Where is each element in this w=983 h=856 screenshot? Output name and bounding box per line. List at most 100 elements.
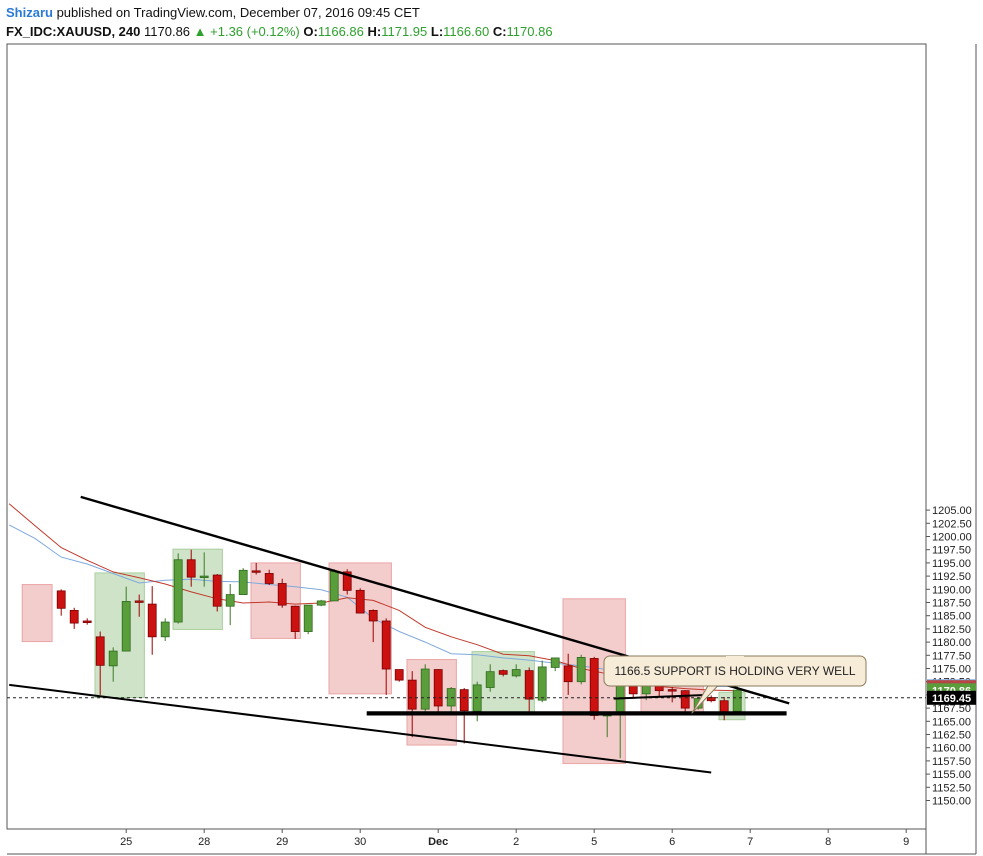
flag-bottom-trendline: [613, 693, 709, 700]
price-tick-label: 1185.00: [932, 611, 971, 623]
author-link[interactable]: Shizaru: [6, 5, 53, 20]
bearish-candle: [407, 679, 417, 710]
bullish-candle: [446, 688, 456, 707]
bearish-candle: [524, 670, 534, 700]
bullish-zone: [94, 572, 145, 699]
price-tick-label: 1182.50: [932, 624, 971, 636]
price-tick-label: 1152.50: [932, 782, 971, 794]
price-label-badge: [927, 690, 976, 705]
bearish-candle: [277, 583, 287, 606]
bearish-candle: [147, 603, 157, 638]
bullish-candle: [732, 689, 742, 712]
price-tick-label: 1195.00: [932, 558, 971, 570]
price-tick-label: 1160.00: [932, 743, 971, 755]
bearish-candle: [680, 690, 690, 709]
plot-frame: [6, 43, 927, 830]
plot-area: 1166.5 SUPPORT IS HOLDING VERY WELL: [7, 495, 926, 774]
time-tick-label: 2: [513, 836, 519, 848]
lower-trendline: [9, 683, 712, 774]
bearish-candle: [95, 636, 105, 666]
low-label: L:: [430, 24, 444, 39]
price-label-text: 1169.45: [932, 693, 971, 705]
bullish-candle: [160, 621, 170, 638]
price-tick-label: 1162.50: [932, 730, 971, 742]
low-value: 1166.60: [443, 24, 490, 39]
time-tick-label: Dec: [428, 836, 448, 848]
publish-line: Shizaru published on TradingView.com, De…: [6, 3, 966, 22]
bearish-zone: [250, 562, 301, 639]
time-tick-label: 6: [669, 836, 675, 848]
bearish-candle: [264, 573, 274, 584]
bearish-candle: [69, 610, 79, 624]
bullish-candle: [199, 575, 209, 578]
publish-text: published on TradingView.com, December 0…: [52, 5, 420, 20]
price-tick-label: 1157.50: [932, 756, 971, 768]
bullish-candle: [537, 666, 547, 701]
last-price: 1170.86: [144, 24, 191, 39]
bullish-candle: [420, 668, 430, 710]
bearish-candle: [56, 590, 66, 609]
price-tick-label: 1205.00: [932, 505, 972, 517]
bearish-candle: [251, 570, 261, 573]
annotation-text: 1166.5 SUPPORT IS HOLDING VERY WELL: [615, 664, 856, 678]
bullish-candle: [511, 669, 521, 677]
bearish-candle: [589, 658, 599, 716]
open-label: O:: [303, 24, 318, 39]
bearish-candle: [342, 571, 352, 591]
bearish-candle: [459, 689, 469, 712]
time-tick-label: 25: [120, 836, 132, 848]
price-tick-label: 1200.00: [932, 532, 972, 544]
time-tick-label: 28: [198, 836, 210, 848]
price-tick-label: 1177.50: [932, 650, 971, 662]
price-tick-label: 1202.50: [932, 518, 972, 530]
symbol-label: FX_IDC:XAUUSD, 240: [6, 24, 141, 39]
bearish-candle: [394, 669, 404, 681]
bullish-candle: [225, 594, 235, 607]
bearish-candle: [212, 574, 222, 607]
bearish-candle: [667, 689, 677, 692]
bearish-candle: [82, 620, 92, 623]
close-value: 1170.86: [506, 24, 553, 39]
bearish-candle: [719, 700, 729, 714]
price-tick-label: 1197.50: [932, 545, 971, 557]
price-tick-label: 1165.00: [932, 716, 971, 728]
bullish-candle: [550, 657, 560, 668]
price-change: ▲ +1.36 (+0.12%): [193, 24, 300, 39]
bullish-candle: [108, 650, 118, 667]
bullish-candle: [316, 600, 326, 606]
high-label: H:: [367, 24, 382, 39]
bullish-candle: [329, 570, 339, 602]
price-tick-label: 1190.00: [932, 584, 971, 596]
bearish-candle: [563, 665, 573, 683]
price-tick-label: 1155.00: [932, 769, 971, 781]
price-tick-label: 1175.00: [932, 664, 971, 676]
time-tick-label: 5: [591, 836, 597, 848]
time-tick-label: 29: [276, 836, 288, 848]
time-tick-label: 9: [903, 836, 909, 848]
price-tick-label: 1180.00: [932, 637, 971, 649]
chart-header: Shizaru published on TradingView.com, De…: [6, 3, 966, 41]
bullish-candle: [576, 657, 586, 683]
bullish-candle: [173, 559, 183, 623]
bearish-candle: [186, 559, 196, 578]
time-tick-label: 30: [354, 836, 366, 848]
bullish-zone: [471, 651, 535, 714]
bullish-candle: [121, 601, 131, 652]
bearish-candle: [134, 600, 144, 603]
bullish-candle: [485, 671, 495, 688]
bullish-candle: [238, 569, 248, 595]
bearish-candle: [368, 610, 378, 622]
bearish-candle: [381, 620, 391, 670]
high-value: 1171.95: [381, 24, 428, 39]
time-tick-label: 7: [747, 836, 753, 848]
close-label: C:: [492, 24, 507, 39]
bearish-candle: [355, 589, 365, 614]
bearish-candle: [290, 605, 300, 632]
price-tick-label: 1187.50: [932, 598, 971, 610]
time-tick-label: 8: [825, 836, 831, 848]
price-tick-label: 1150.00: [932, 796, 971, 808]
price-tick-label: 1192.50: [932, 571, 971, 583]
bearish-zone: [21, 584, 53, 643]
ohlc-line: FX_IDC:XAUUSD, 240 1170.86 ▲ +1.36 (+0.1…: [6, 22, 966, 41]
